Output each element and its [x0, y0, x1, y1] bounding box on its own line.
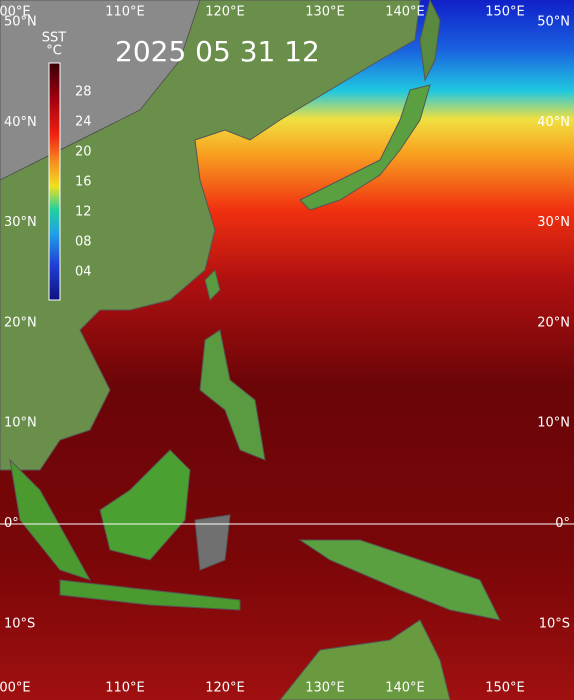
lat-label: 40°N: [537, 115, 570, 130]
lon-label: 110°E: [105, 681, 145, 696]
land: [0, 0, 501, 700]
colorbar-unit: °C: [46, 44, 62, 59]
lat-label: 20°N: [537, 315, 570, 330]
lat-label: 0°: [4, 516, 19, 531]
colorbar-label: 24: [75, 115, 92, 130]
lon-label: 150°E: [485, 5, 525, 20]
lon-label: 120°E: [205, 5, 245, 20]
labels: 28 24 20 16 12 08 04 00°E 00°E 110°E 110°E 120°E 120…: [0, 5, 570, 696]
lat-label: 50°N: [537, 15, 570, 30]
lon-label: 140°E: [385, 5, 425, 20]
lon-label: 110°E: [105, 5, 145, 20]
lat-label: 50°N: [4, 15, 37, 30]
lon-label: 130°E: [305, 5, 345, 20]
lon-label: 130°E: [305, 681, 345, 696]
colorbar-label: 12: [75, 205, 92, 220]
lat-label: 20°N: [4, 315, 37, 330]
lon-label: 00°E: [0, 681, 31, 696]
lat-label: 10°S: [4, 616, 35, 631]
lat-label: 30°N: [4, 215, 37, 230]
lat-label: 10°N: [537, 416, 570, 431]
colorbar: [48, 62, 61, 301]
lat-label: 30°N: [537, 215, 570, 230]
colorbar-label: 04: [75, 265, 92, 280]
timestamp: 2025 05 31 12: [115, 35, 320, 68]
colorbar-title: SST: [42, 31, 67, 46]
colorbar-label: 28: [75, 85, 92, 100]
lon-label: 00°E: [0, 5, 31, 20]
lat-label: 0°: [555, 516, 570, 531]
colorbar-label: 16: [75, 175, 92, 190]
lat-label: 10°N: [4, 416, 37, 431]
colorbar-label: 20: [75, 145, 92, 160]
lon-label: 140°E: [385, 681, 425, 696]
lat-label: 40°N: [4, 115, 37, 130]
colorbar-label: 08: [75, 235, 92, 250]
lon-label: 120°E: [205, 681, 245, 696]
lat-label: 10°S: [539, 616, 570, 631]
lon-label: 150°E: [485, 681, 525, 696]
